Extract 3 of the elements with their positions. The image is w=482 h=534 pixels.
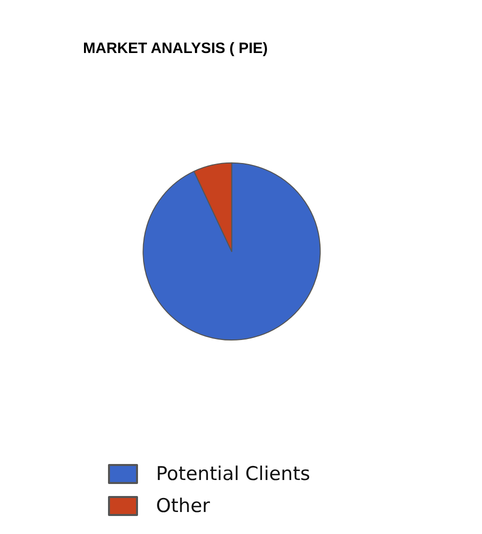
legend-label: Other (156, 495, 210, 517)
legend-label: Potential Clients (156, 463, 310, 485)
chart-title: MARKET ANALYSIS ( PIE) (83, 40, 268, 57)
